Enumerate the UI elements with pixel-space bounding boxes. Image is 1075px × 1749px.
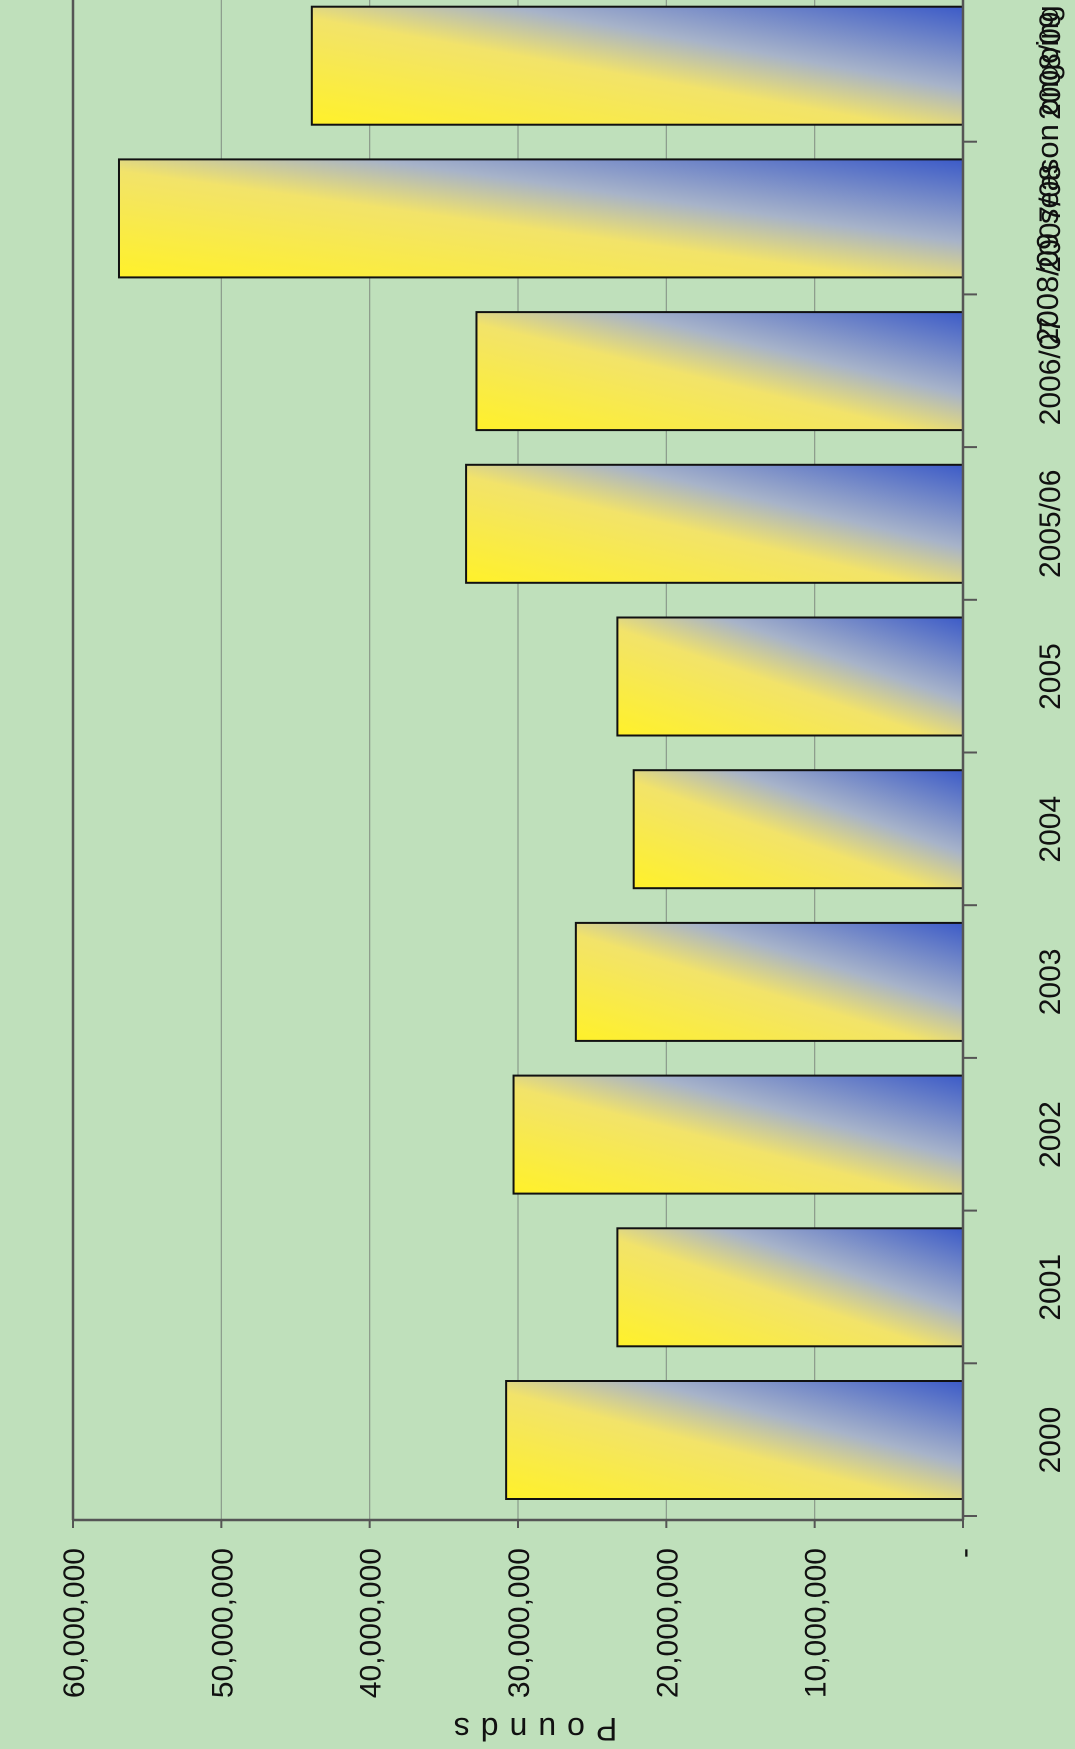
bar-2003 — [574, 921, 964, 1042]
y-tick-label: 40,000,000 — [355, 1548, 388, 1698]
bar-2001 — [616, 1227, 965, 1348]
bar-2004 — [632, 769, 964, 890]
x-tick-label: 2004 — [1034, 796, 1067, 863]
y-tick-label: 50,000,000 — [206, 1548, 239, 1698]
x-tick-label: 2008/09 — [1034, 11, 1067, 119]
bars — [117, 5, 965, 1500]
bar-2005 — [616, 616, 965, 737]
x-tick-label: 2003 — [1034, 949, 1067, 1016]
x-tick-label: 2005 — [1034, 643, 1067, 710]
x-tick-label: 2000 — [1034, 1407, 1067, 1474]
y-tick-label: 60,000,000 — [58, 1548, 91, 1698]
y-tick-label: 30,000,000 — [503, 1548, 536, 1698]
x-tick-label: 2005/06 — [1034, 470, 1067, 578]
x-tick-label: 2007/08 — [1034, 164, 1067, 272]
y-tick-label: 10,000,000 — [800, 1548, 833, 1698]
x-tick-label: 2001 — [1034, 1254, 1067, 1321]
x-tick-label: 2002 — [1034, 1101, 1067, 1168]
x-tick-label: 2006/07 — [1034, 317, 1067, 425]
bar-2005-06 — [465, 463, 964, 584]
y-axis-title: Pounds — [443, 1711, 618, 1747]
bar-2007-08 — [117, 158, 964, 279]
annotation-note: 2008/09 season ongoing — [1030, 5, 1065, 345]
axes — [71, 0, 977, 1528]
labels: - 10,000,000 20,000,000 30,000,000 40,000,00… — [58, 11, 1067, 1698]
y-tick-label: - — [948, 1548, 981, 1558]
bar-2008-09 — [310, 5, 965, 126]
bar-2006-07 — [475, 311, 964, 432]
bar-2000 — [505, 1380, 964, 1500]
y-tick-label: 20,000,000 — [651, 1548, 684, 1698]
bar-2002 — [512, 1074, 964, 1195]
